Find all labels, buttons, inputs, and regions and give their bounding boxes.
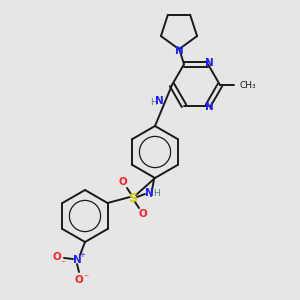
Text: ⁻: ⁻	[83, 273, 88, 283]
Text: O: O	[52, 252, 62, 262]
Text: O: O	[118, 177, 127, 187]
Text: CH₃: CH₃	[239, 80, 256, 89]
Text: N: N	[205, 58, 213, 68]
Text: N: N	[155, 97, 164, 106]
Text: +: +	[79, 252, 85, 258]
Text: S: S	[128, 191, 137, 205]
Text: ⁻: ⁻	[60, 259, 66, 269]
Text: N: N	[145, 188, 153, 198]
Text: H: H	[150, 98, 157, 107]
Text: H: H	[154, 188, 160, 197]
Text: O: O	[75, 275, 83, 285]
Text: O: O	[139, 209, 147, 219]
Text: N: N	[73, 255, 81, 265]
Text: N: N	[175, 46, 183, 56]
Text: N: N	[205, 102, 213, 112]
